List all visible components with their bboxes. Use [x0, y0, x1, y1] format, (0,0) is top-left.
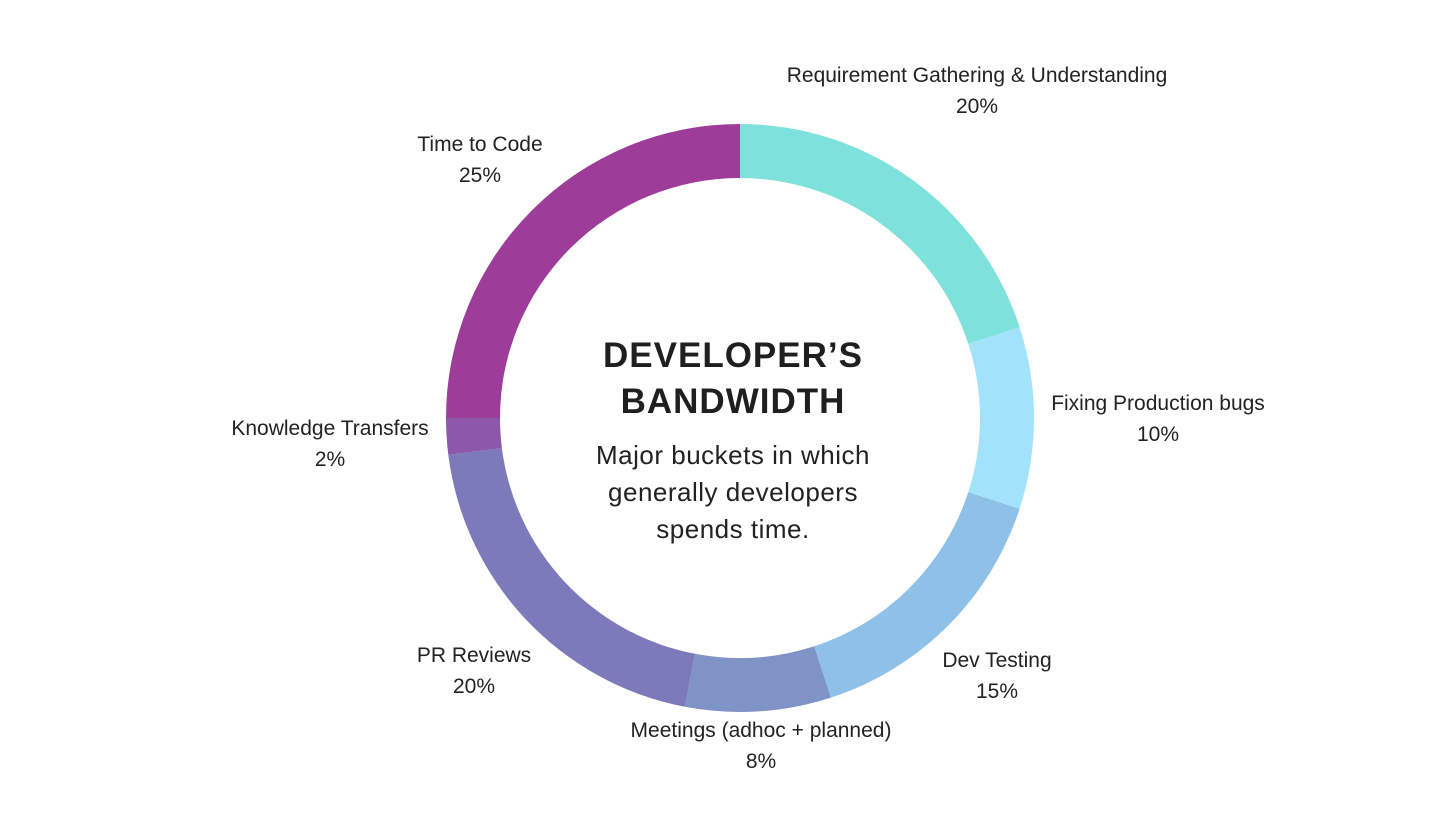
donut-slice-3 [684, 646, 831, 712]
donut-slice-0 [740, 124, 1020, 344]
donut-slice-1 [968, 327, 1034, 509]
donut-slice-5 [446, 418, 502, 455]
donut-slice-4 [448, 448, 696, 707]
donut-slice-2 [814, 492, 1020, 698]
donut-slice-6 [446, 124, 740, 418]
